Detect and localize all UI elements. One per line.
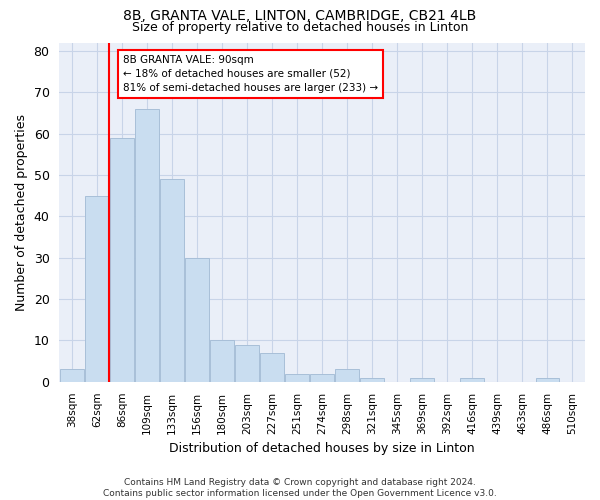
Bar xyxy=(361,378,384,382)
Bar xyxy=(285,374,309,382)
Bar xyxy=(85,196,109,382)
Bar xyxy=(135,108,159,382)
Bar xyxy=(110,138,134,382)
Bar xyxy=(260,353,284,382)
Text: 8B GRANTA VALE: 90sqm
← 18% of detached houses are smaller (52)
81% of semi-deta: 8B GRANTA VALE: 90sqm ← 18% of detached … xyxy=(123,55,378,93)
Bar xyxy=(410,378,434,382)
X-axis label: Distribution of detached houses by size in Linton: Distribution of detached houses by size … xyxy=(169,442,475,455)
Text: Contains HM Land Registry data © Crown copyright and database right 2024.
Contai: Contains HM Land Registry data © Crown c… xyxy=(103,478,497,498)
Bar xyxy=(310,374,334,382)
Bar xyxy=(185,258,209,382)
Bar xyxy=(160,179,184,382)
Bar xyxy=(335,370,359,382)
Bar xyxy=(460,378,484,382)
Text: 8B, GRANTA VALE, LINTON, CAMBRIDGE, CB21 4LB: 8B, GRANTA VALE, LINTON, CAMBRIDGE, CB21… xyxy=(124,9,476,23)
Y-axis label: Number of detached properties: Number of detached properties xyxy=(15,114,28,310)
Bar xyxy=(60,370,83,382)
Bar xyxy=(235,344,259,382)
Text: Size of property relative to detached houses in Linton: Size of property relative to detached ho… xyxy=(132,21,468,34)
Bar xyxy=(210,340,234,382)
Bar xyxy=(536,378,559,382)
